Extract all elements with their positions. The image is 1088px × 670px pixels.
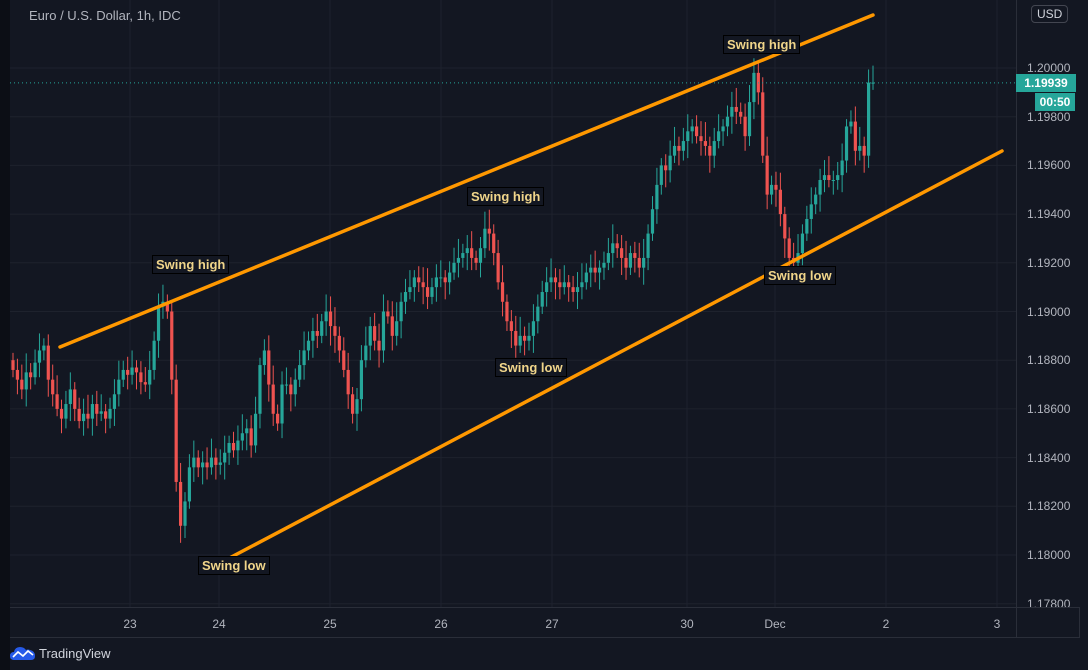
time-tick-label: 24 xyxy=(212,617,226,631)
price-tick-label: 1.19800 xyxy=(1027,109,1071,124)
price-tick-label: 1.19000 xyxy=(1027,304,1071,319)
lower-channel-line[interactable] xyxy=(218,149,1004,565)
upper-channel-line[interactable] xyxy=(58,13,875,349)
axis-corner xyxy=(1016,607,1080,638)
time-axis[interactable]: 23 24 25 26 27 30 Dec 2 3 xyxy=(10,607,1016,638)
price-tick-label: 1.19600 xyxy=(1027,158,1071,173)
price-tick-label: 1.18000 xyxy=(1027,548,1071,562)
time-tick-label: 25 xyxy=(323,617,337,631)
price-tick-label: 1.18200 xyxy=(1027,499,1071,514)
time-tick-label: 26 xyxy=(434,617,448,631)
last-price-tag: 1.19939 xyxy=(1016,73,1076,92)
currency-button[interactable]: USD xyxy=(1031,5,1069,23)
tradingview-cloud-icon xyxy=(10,647,35,660)
candlestick-chart[interactable] xyxy=(10,0,1016,607)
left-toolbar-strip xyxy=(0,0,10,670)
price-tick-label: 1.18600 xyxy=(1027,401,1071,416)
time-tick-label: 30 xyxy=(680,617,694,631)
price-tick-label: 1.18800 xyxy=(1027,353,1071,368)
brand-name: TradingView xyxy=(39,645,111,661)
price-tick-label: 1.20000 xyxy=(1027,61,1071,75)
swing-annotation[interactable]: Swing high xyxy=(723,35,801,54)
time-tick-label: Dec xyxy=(764,617,786,631)
candles xyxy=(11,58,875,543)
swing-annotation[interactable]: Swing low xyxy=(495,358,567,377)
price-tick-label: 1.19200 xyxy=(1027,255,1071,270)
time-tick-label: 23 xyxy=(123,617,137,631)
time-tick-label: 2 xyxy=(882,617,890,631)
time-tick-label: 27 xyxy=(545,617,559,631)
price-tick-label: 1.19400 xyxy=(1027,207,1071,222)
bar-countdown-tag: 00:50 xyxy=(1035,92,1075,111)
swing-annotation[interactable]: Swing low xyxy=(764,266,836,285)
swing-annotation[interactable]: Swing low xyxy=(198,556,270,575)
price-tick-label: 1.18400 xyxy=(1027,450,1071,465)
chart-pane[interactable]: Euro / U.S. Dollar, 1h, IDC xyxy=(10,0,1016,607)
time-tick-label: 3 xyxy=(993,617,1001,631)
price-axis[interactable]: 1.20000 1.19800 1.19600 1.19400 1.19200 1.190… xyxy=(1016,0,1079,611)
swing-annotation[interactable]: Swing high xyxy=(467,187,545,206)
symbol-title: Euro / U.S. Dollar, 1h, IDC xyxy=(29,8,181,23)
swing-annotation[interactable]: Swing high xyxy=(152,255,230,274)
tradingview-logo[interactable]: TradingView xyxy=(10,645,111,661)
